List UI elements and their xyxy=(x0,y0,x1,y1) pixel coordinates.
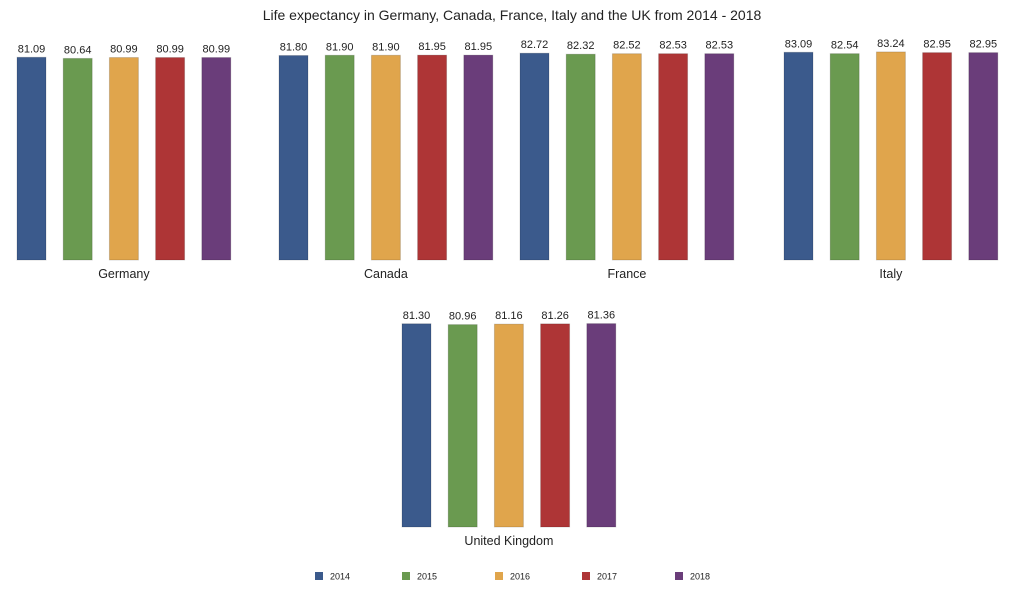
bar-germany-2016 xyxy=(108,57,139,261)
value-label: 82.32 xyxy=(567,40,595,52)
category-label: Italy xyxy=(879,267,903,281)
category-label: France xyxy=(607,267,646,281)
value-label: 83.24 xyxy=(877,38,905,50)
value-label: 80.99 xyxy=(203,44,231,56)
value-label: 81.09 xyxy=(18,43,46,55)
value-label: 81.30 xyxy=(403,310,431,322)
legend-swatch xyxy=(402,572,410,580)
legend-label: 2015 xyxy=(417,572,437,582)
bar-canada-2017 xyxy=(417,54,448,261)
category-label: Germany xyxy=(98,267,150,281)
value-label: 81.80 xyxy=(280,42,308,54)
bar-france-2017 xyxy=(658,53,689,261)
legend-label: 2014 xyxy=(330,572,350,582)
legend-swatch xyxy=(675,572,683,580)
value-label: 80.96 xyxy=(449,311,477,323)
bar-canada-2018 xyxy=(463,54,494,261)
value-label: 82.95 xyxy=(970,39,998,51)
value-label: 80.64 xyxy=(64,44,92,56)
value-label: 83.09 xyxy=(785,38,813,50)
value-label: 81.90 xyxy=(326,41,354,53)
value-label: 81.36 xyxy=(588,310,616,322)
bar-united-kingdom-2018 xyxy=(586,323,617,528)
value-label: 81.16 xyxy=(495,310,523,322)
bar-italy-2017 xyxy=(922,52,953,261)
value-label: 81.95 xyxy=(418,41,446,53)
category-label: Canada xyxy=(364,267,408,281)
bar-germany-2014 xyxy=(16,56,47,261)
bar-canada-2015 xyxy=(324,54,355,261)
value-label: 82.53 xyxy=(706,40,734,52)
category-label: United Kingdom xyxy=(464,534,553,548)
legend-label: 2017 xyxy=(597,572,617,582)
bar-united-kingdom-2014 xyxy=(401,323,432,528)
bar-italy-2018 xyxy=(968,52,999,261)
legend-swatch xyxy=(495,572,503,580)
legend-label: 2018 xyxy=(690,572,710,582)
bar-germany-2018 xyxy=(201,57,232,261)
bar-united-kingdom-2017 xyxy=(540,323,571,528)
legend-swatch xyxy=(315,572,323,580)
bar-canada-2014 xyxy=(278,55,309,261)
bar-france-2016 xyxy=(611,53,642,261)
legend-label: 2016 xyxy=(510,572,530,582)
bar-france-2014 xyxy=(519,52,550,261)
value-label: 80.99 xyxy=(156,44,184,56)
value-label: 82.72 xyxy=(521,39,549,51)
value-label: 82.52 xyxy=(613,40,641,52)
bar-italy-2016 xyxy=(875,51,906,261)
bar-germany-2017 xyxy=(155,57,186,261)
bar-united-kingdom-2016 xyxy=(493,323,524,528)
bar-united-kingdom-2015 xyxy=(447,324,478,528)
bar-france-2015 xyxy=(565,53,596,261)
value-label: 82.54 xyxy=(831,40,859,52)
value-label: 82.53 xyxy=(659,40,687,52)
chart-title: Life expectancy in Germany, Canada, Fran… xyxy=(262,7,762,23)
legend-swatch xyxy=(582,572,590,580)
bar-canada-2016 xyxy=(370,54,401,261)
value-label: 82.95 xyxy=(923,39,951,51)
bar-italy-2015 xyxy=(829,53,860,261)
value-label: 80.99 xyxy=(110,44,138,56)
bar-france-2018 xyxy=(704,53,735,261)
bar-germany-2015 xyxy=(62,57,93,261)
value-label: 81.26 xyxy=(541,310,569,322)
value-label: 81.90 xyxy=(372,41,400,53)
value-label: 81.95 xyxy=(465,41,493,53)
bar-italy-2014 xyxy=(783,51,814,261)
